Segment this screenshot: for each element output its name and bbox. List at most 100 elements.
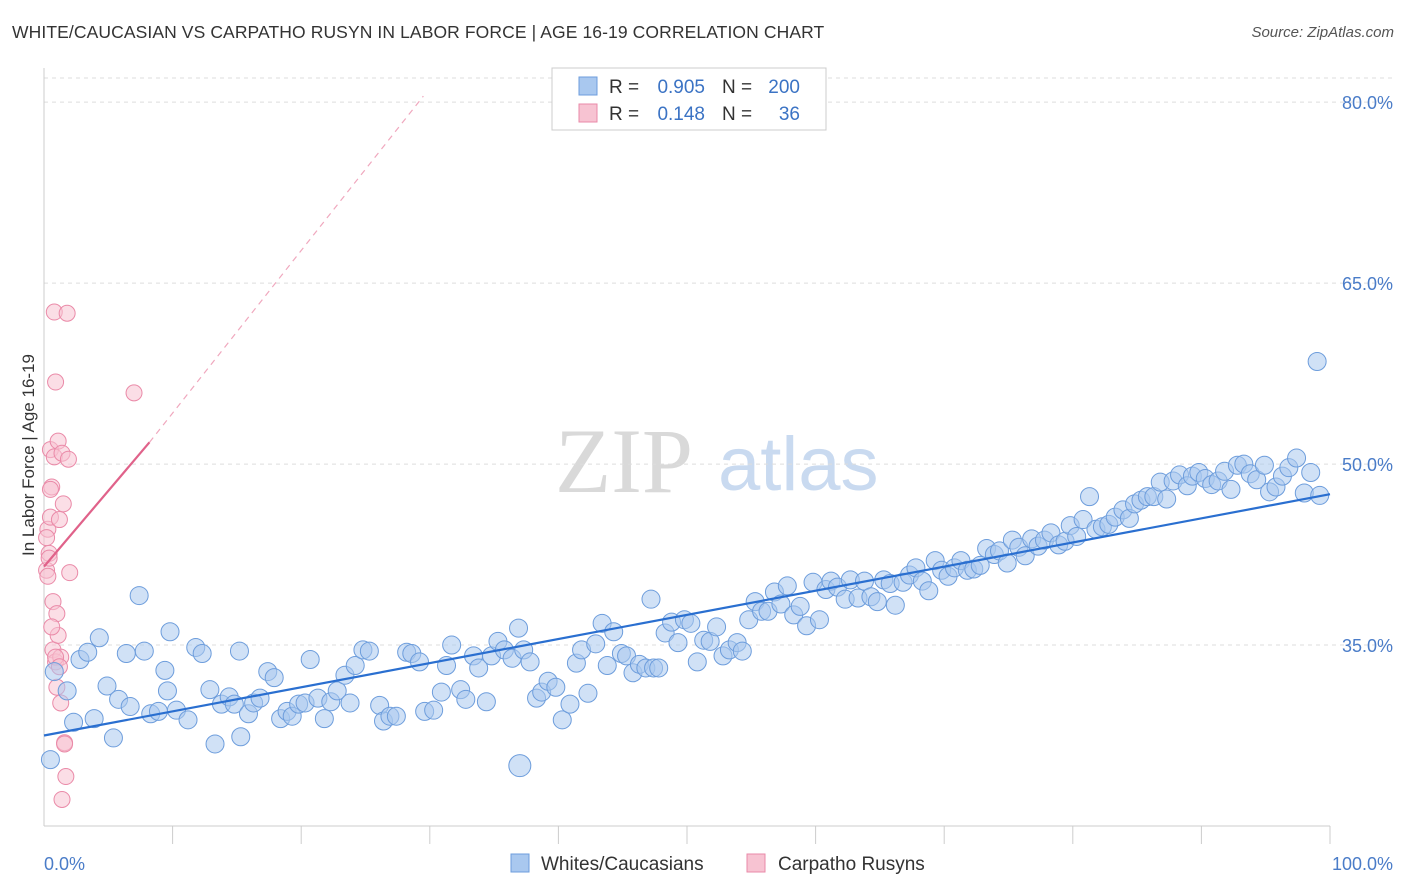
white-point — [134, 641, 154, 661]
rusyn-point — [53, 790, 71, 808]
white-point — [508, 754, 532, 778]
white-point — [1080, 487, 1100, 507]
white-point — [668, 633, 688, 653]
rusyn-point — [47, 373, 65, 391]
legend-n-value-2: 36 — [779, 104, 800, 125]
series-swatch-pink — [746, 853, 766, 873]
x-tick-label-max: 100.0% — [1332, 854, 1393, 874]
white-point — [687, 652, 707, 672]
white-point — [340, 693, 360, 713]
white-point — [129, 586, 149, 606]
white-point — [476, 692, 496, 712]
series-label-rusyns: Carpatho Rusyns — [778, 854, 925, 875]
white-point — [771, 594, 791, 614]
white-point — [84, 709, 104, 729]
white-point — [456, 689, 476, 709]
white-point — [732, 641, 752, 661]
white-point — [327, 681, 347, 701]
legend-swatch-pink — [578, 103, 598, 123]
white-point — [1254, 455, 1274, 475]
legend-n-value-1: 200 — [768, 77, 800, 98]
white-point — [1221, 479, 1241, 499]
x-tick-label-min: 0.0% — [44, 854, 85, 874]
white-point — [192, 643, 212, 663]
white-point — [1073, 510, 1093, 530]
white-point — [707, 617, 727, 637]
rusyn-point — [43, 618, 61, 636]
watermark-zip: ZIP — [555, 410, 693, 512]
y-tick-label: 80.0% — [1342, 93, 1393, 113]
white-point — [359, 641, 379, 661]
white-point — [885, 595, 905, 615]
white-point — [57, 681, 77, 701]
rusyn-trend-extension — [148, 95, 424, 443]
white-point — [442, 635, 462, 655]
white-point — [604, 622, 624, 642]
rusyn-point — [58, 304, 76, 322]
rusyn-point — [61, 564, 79, 582]
white-point — [120, 697, 140, 717]
white-point — [597, 656, 617, 676]
white-point — [431, 682, 451, 702]
white-point — [1157, 489, 1177, 509]
correlation-legend: R = 0.905 N = 200 R = 0.148 N = 36 — [551, 67, 827, 131]
source-credit: Source: ZipAtlas.com — [1251, 24, 1394, 41]
legend-r-label-2: R = — [609, 104, 639, 125]
white-point — [790, 596, 810, 616]
rusyn-point — [54, 495, 72, 513]
y-tick-label: 50.0% — [1342, 455, 1393, 475]
series-swatch-blue — [510, 853, 530, 873]
white-point — [469, 658, 489, 678]
rusyn-point — [41, 480, 59, 498]
white-point — [1301, 463, 1321, 483]
white-point — [386, 706, 406, 726]
white-point — [649, 658, 669, 678]
white-point — [641, 589, 661, 609]
white-point — [681, 613, 701, 633]
white-point — [103, 728, 123, 748]
white-point — [777, 576, 797, 596]
rusyn-point — [125, 384, 143, 402]
rusyn-point — [50, 511, 68, 529]
series-legend: Whites/Caucasians Carpatho Rusyns — [510, 853, 925, 875]
y-tick-labels: 35.0% 50.0% 65.0% 80.0% — [1342, 93, 1393, 656]
white-point — [314, 709, 334, 729]
white-point — [1287, 448, 1307, 468]
white-point — [578, 683, 598, 703]
legend-n-label-2: N = — [722, 104, 752, 125]
white-point — [64, 712, 84, 732]
white-point — [205, 734, 225, 754]
y-tick-label: 65.0% — [1342, 274, 1393, 294]
white-point — [867, 592, 887, 612]
rusyn-point — [56, 735, 74, 753]
chart-title: WHITE/CAUCASIAN VS CARPATHO RUSYN IN LAB… — [12, 22, 825, 42]
white-point — [44, 662, 64, 682]
legend-swatch-blue — [578, 76, 598, 96]
trend-lines — [43, 95, 1331, 737]
white-point — [89, 628, 109, 648]
series-label-whites: Whites/Caucasians — [541, 854, 704, 875]
white-point — [809, 610, 829, 630]
rusyn-point — [38, 529, 56, 547]
white-point — [78, 642, 98, 662]
legend-r-value-1: 0.905 — [657, 77, 705, 98]
white-point — [148, 701, 168, 721]
legend-n-label-1: N = — [722, 77, 752, 98]
white-point — [424, 700, 444, 720]
white-point — [40, 750, 60, 770]
y-axis-label: In Labor Force | Age 16-19 — [19, 354, 38, 556]
white-point — [345, 656, 365, 676]
legend-r-value-2: 0.148 — [657, 104, 705, 125]
white-point — [586, 634, 606, 654]
rusyn-point — [57, 768, 75, 786]
white-point — [1307, 352, 1327, 372]
white-point — [157, 681, 177, 701]
white-point — [229, 641, 249, 661]
white-point — [552, 710, 572, 730]
white-point — [200, 680, 220, 700]
white-point — [410, 652, 430, 672]
white-point — [178, 710, 198, 730]
x-tick-labels: 0.0% 100.0% — [44, 854, 1393, 874]
legend-r-label-1: R = — [609, 77, 639, 98]
